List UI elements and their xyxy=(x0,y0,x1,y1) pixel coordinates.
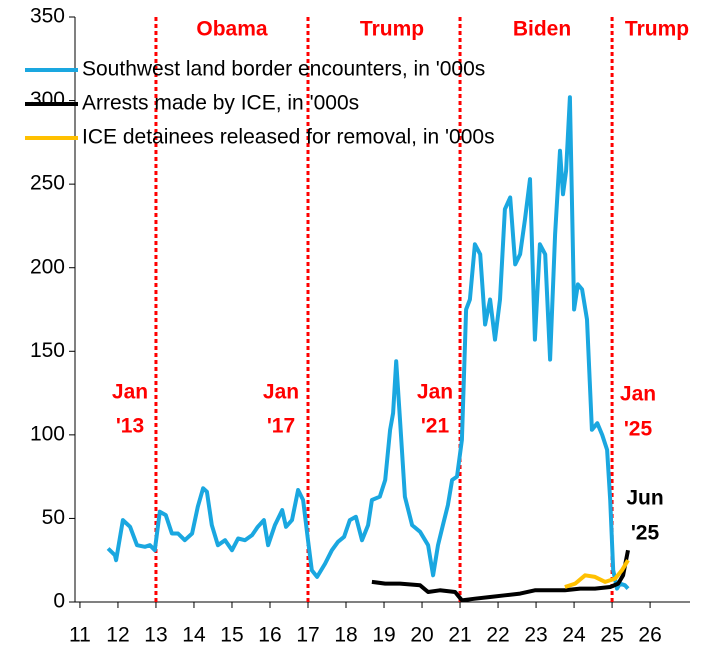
series-line xyxy=(106,95,630,591)
y-tick-label: 250 xyxy=(30,172,65,195)
annotation: '25 xyxy=(631,522,660,545)
era-label: Trump xyxy=(625,18,689,41)
x-tick-label: 16 xyxy=(258,624,281,647)
y-tick-label: 350 xyxy=(30,5,65,28)
x-tick-label: 21 xyxy=(448,624,471,647)
era-label: Obama xyxy=(196,18,268,41)
y-tick-label: 200 xyxy=(30,255,65,278)
x-tick-label: 24 xyxy=(562,624,586,647)
x-tick-label: 20 xyxy=(410,624,433,647)
y-tick-label: 300 xyxy=(30,88,65,111)
legend-label: ICE detainees released for removal, in '… xyxy=(82,126,495,149)
annotation: '13 xyxy=(116,415,144,438)
x-tick-label: 23 xyxy=(524,624,547,647)
y-tick-label: 0 xyxy=(53,590,65,613)
x-tick-label: 26 xyxy=(638,624,661,647)
annotation: '25 xyxy=(624,418,653,441)
x-tick-label: 25 xyxy=(600,624,623,647)
annotation: Jan xyxy=(620,383,656,406)
annotation: '21 xyxy=(421,415,450,438)
x-tick-label: 18 xyxy=(334,624,357,647)
y-tick-label: 100 xyxy=(30,422,65,445)
series-line xyxy=(371,549,630,603)
y-tick-label: 150 xyxy=(30,339,65,362)
annotation: '17 xyxy=(267,415,295,438)
x-tick-label: 22 xyxy=(486,624,509,647)
x-tick-label: 11 xyxy=(69,624,91,647)
annotation: Jan xyxy=(417,381,453,404)
x-tick-label: 14 xyxy=(182,624,206,647)
x-tick-label: 17 xyxy=(296,624,319,647)
x-tick-label: 12 xyxy=(106,624,129,647)
annotation: Jan xyxy=(112,381,148,404)
era-label: Biden xyxy=(513,18,571,41)
x-tick-label: 13 xyxy=(144,624,167,647)
annotation: Jan xyxy=(263,381,299,404)
annotation: Jun xyxy=(626,487,663,510)
series-line xyxy=(564,559,630,589)
legend-label: Arrests made by ICE, in '000s xyxy=(82,92,359,115)
x-tick-label: 15 xyxy=(220,624,243,647)
era-label: Trump xyxy=(360,18,424,41)
legend-label: Southwest land border encounters, in '00… xyxy=(82,58,485,81)
x-tick-label: 19 xyxy=(372,624,395,647)
y-tick-label: 50 xyxy=(42,506,65,529)
